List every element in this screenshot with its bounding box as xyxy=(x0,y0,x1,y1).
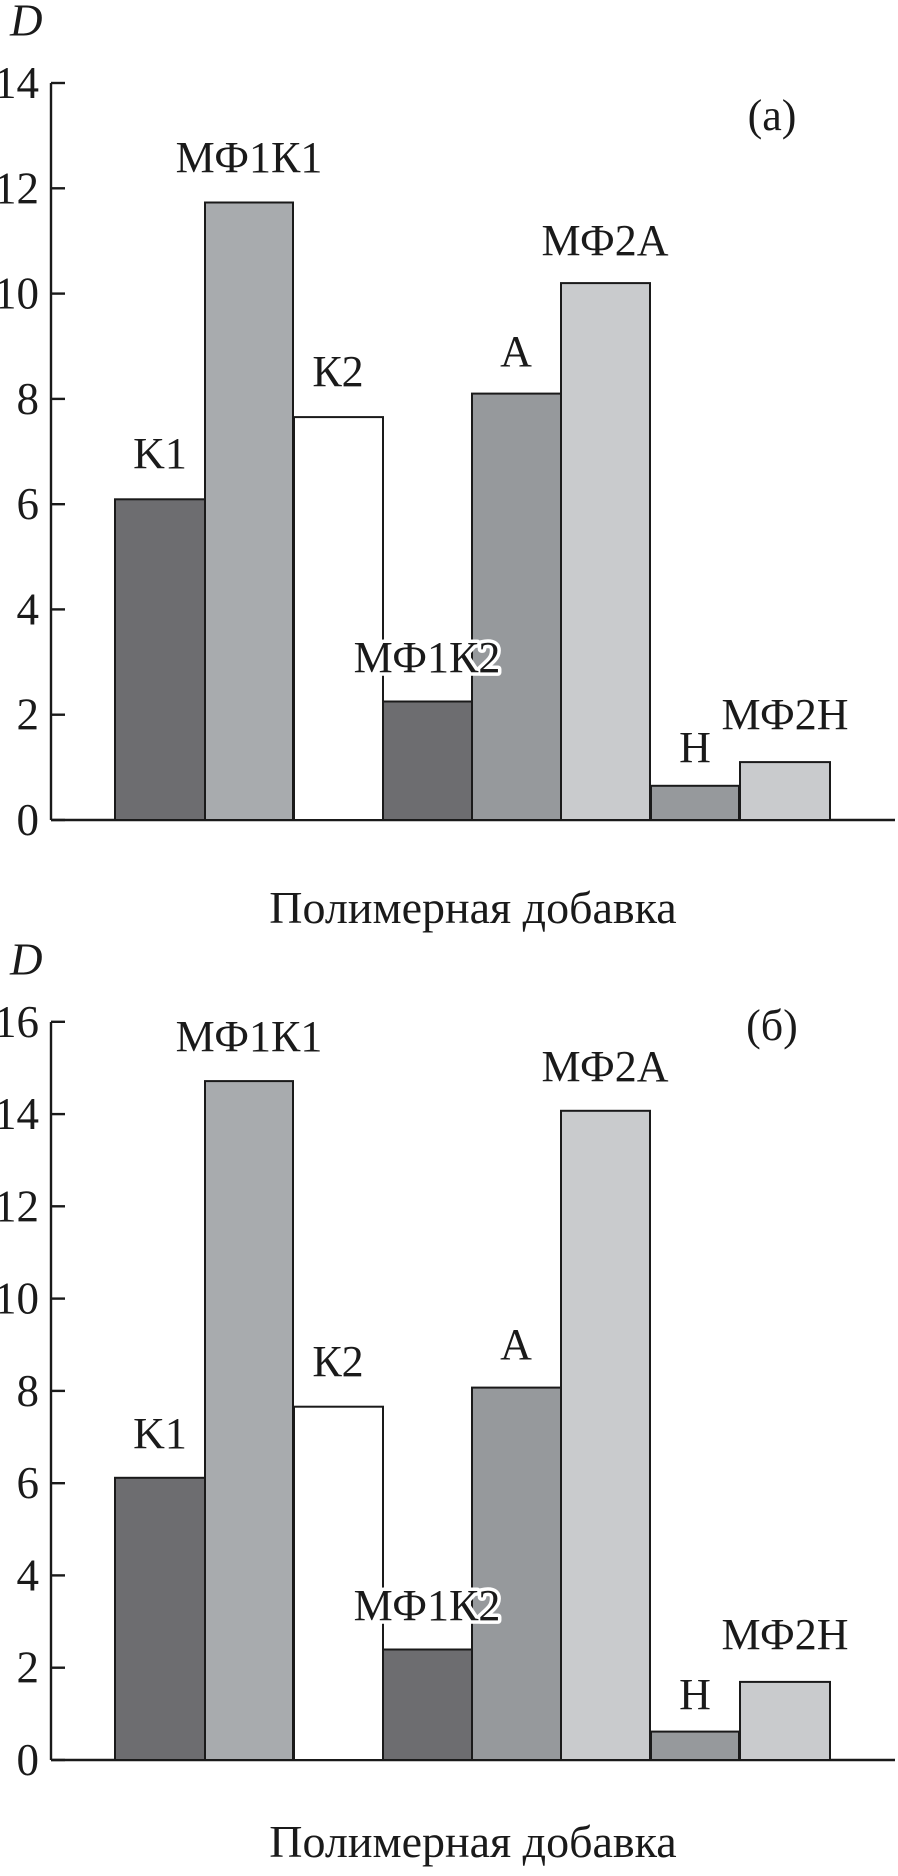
svg-text:12: 12 xyxy=(0,163,39,213)
svg-text:K1: K1 xyxy=(133,429,187,478)
svg-text:МФ2А: МФ2А xyxy=(541,216,668,265)
svg-text:Полимерная добавка: Полимерная добавка xyxy=(269,882,676,933)
svg-text:МФ1К2: МФ1К2 xyxy=(354,633,501,682)
svg-text:12: 12 xyxy=(0,1181,39,1231)
svg-text:0: 0 xyxy=(17,1735,40,1785)
svg-text:H: H xyxy=(679,1670,711,1719)
svg-text:6: 6 xyxy=(17,479,40,529)
svg-text:К2: К2 xyxy=(312,347,363,396)
svg-text:К2: К2 xyxy=(312,1337,363,1386)
svg-text:10: 10 xyxy=(0,1274,39,1324)
svg-text:D: D xyxy=(9,935,43,985)
svg-text:Полимерная добавка: Полимерная добавка xyxy=(269,1816,676,1867)
svg-text:A: A xyxy=(500,327,532,376)
svg-text:14: 14 xyxy=(0,58,39,108)
svg-text:8: 8 xyxy=(17,374,40,424)
svg-text:(б): (б) xyxy=(746,1001,798,1050)
svg-text:4: 4 xyxy=(17,1550,40,1600)
svg-text:14: 14 xyxy=(0,1089,39,1139)
svg-text:8: 8 xyxy=(17,1366,40,1416)
svg-text:МФ1К2: МФ1К2 xyxy=(354,1581,501,1630)
svg-text:МФ2Н: МФ2Н xyxy=(721,1610,848,1659)
svg-text:МФ1К1: МФ1К1 xyxy=(176,1012,323,1061)
svg-text:0: 0 xyxy=(17,795,40,845)
svg-text:H: H xyxy=(679,723,711,772)
svg-text:2: 2 xyxy=(17,690,40,740)
svg-text:МФ2А: МФ2А xyxy=(541,1042,668,1091)
svg-text:МФ1К1: МФ1К1 xyxy=(176,133,323,182)
svg-text:2: 2 xyxy=(17,1643,40,1693)
svg-text:16: 16 xyxy=(0,997,39,1047)
svg-text:(a): (a) xyxy=(748,91,797,140)
svg-text:10: 10 xyxy=(0,269,39,319)
svg-text:4: 4 xyxy=(17,584,40,634)
svg-text:МФ2Н: МФ2Н xyxy=(721,690,848,739)
svg-text:K1: K1 xyxy=(133,1409,187,1458)
svg-text:A: A xyxy=(500,1320,532,1369)
svg-text:6: 6 xyxy=(17,1458,40,1508)
svg-text:D: D xyxy=(9,0,43,46)
